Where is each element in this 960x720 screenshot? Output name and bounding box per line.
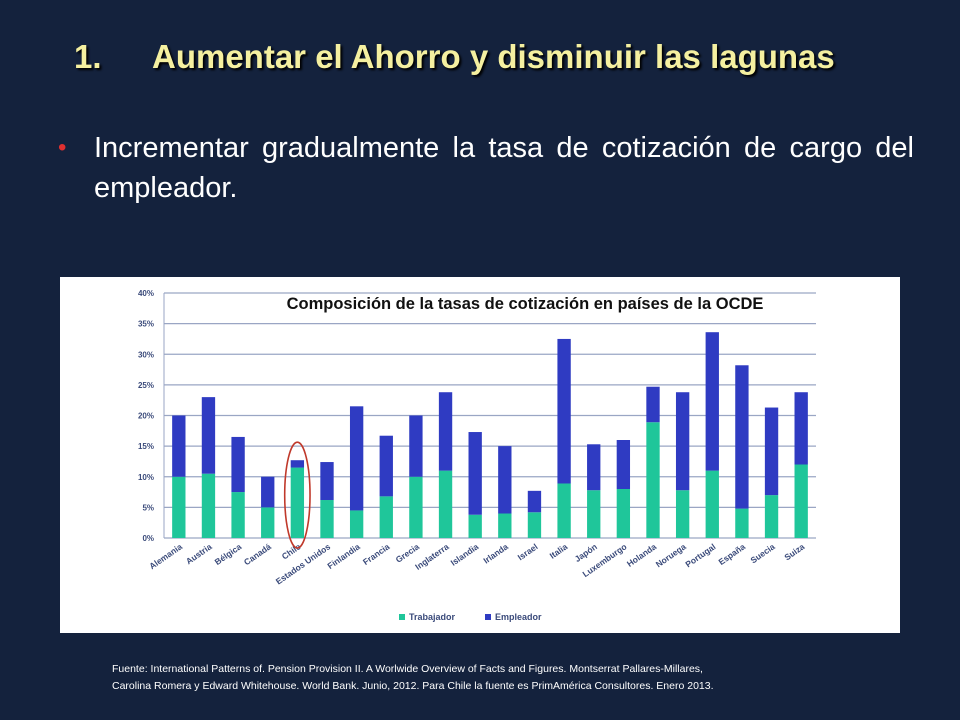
bar-trabajador-suiza [794,464,808,538]
y-tick-label: 40% [138,289,154,298]
y-tick-label: 20% [138,412,154,421]
title-number: 1. [74,38,102,75]
source-footer: Fuente: International Patterns of. Pensi… [112,661,912,695]
highlight-circle [283,441,311,549]
y-tick-label: 5% [142,503,154,512]
bar-empleador-canadá [261,476,275,508]
bar-empleador-finlandia [349,406,364,511]
x-tick-label: Noruega [654,541,688,569]
x-tick-label: Alemania [147,541,184,571]
bar-trabajador-bélgica [231,492,245,538]
x-tick-label: Francia [361,541,392,567]
bar-trabajador-alemania [172,476,186,538]
bar-empleador-japón [587,444,601,491]
y-tick-label: 35% [138,320,154,329]
bar-trabajador-israel [527,512,542,538]
bar-trabajador-finlandia [349,510,364,538]
bar-empleador-estados-unidos [320,462,334,501]
x-tick-label: Austria [184,541,214,566]
bar-empleador-austria [201,397,216,474]
bar-empleador-luxemburgo [616,440,631,489]
bar-trabajador-austria [201,473,216,538]
bar-empleador-israel [527,490,542,513]
x-tick-label: Finlandia [325,541,362,571]
bar-empleador-islandia [468,432,482,515]
x-tick-label: Estados Unidos [274,541,333,586]
x-tick-label: Suiza [782,541,806,562]
bar-empleador-holanda [646,386,660,423]
bar-trabajador-estados-unidos [320,500,334,538]
x-tick-label: Irlanda [481,541,510,565]
stacked-bar-chart: 0% 5% 10% 15% 20% 25% 30% 35% 40% Alemania Austria… [138,289,816,622]
footer-line-1: Fuente: International Patterns of. Pensi… [112,663,703,675]
bullet-dot-icon: • [58,134,67,161]
x-tick-label: Canadá [242,541,273,567]
bar-trabajador-suecia [764,495,779,538]
bar-empleador-irlanda [498,446,512,514]
bar-empleador-chile [290,460,305,468]
bar-empleador-alemania [172,415,186,477]
y-tick-label: 15% [138,442,154,451]
bar-empleador-suiza [794,392,808,465]
x-tick-label: Holanda [625,541,658,569]
x-tick-label: España [717,541,748,567]
bar-empleador-inglaterra [438,392,453,471]
slide-title: 1. Aumentar el Ahorro y disminuir las lag… [74,38,944,76]
bar-empleador-suecia [764,407,779,496]
bar-empleador-portugal [705,332,719,471]
y-tick-label: 25% [138,381,154,390]
bar-trabajador-grecia [409,476,423,538]
chart-panel: 0% 5% 10% 15% 20% 25% 30% 35% 40% Alemania Austria… [60,277,900,633]
x-tick-label: Chile [280,541,303,561]
bar-trabajador-inglaterra [438,470,453,538]
legend-swatch-trabajador [399,614,405,620]
x-tick-label: Israel [516,541,540,562]
bar-trabajador-luxemburgo [616,489,631,538]
bar-trabajador-francia [379,496,393,538]
legend-swatch-empleador [485,614,491,620]
legend-label-trabajador: Trabajador [409,612,456,622]
bar-trabajador-chile [290,467,305,538]
title-text: Aumentar el Ahorro y disminuir las lagun… [152,38,835,75]
bar-trabajador-japón [587,490,601,538]
y-tick-label: 10% [138,473,154,482]
bar-empleador-francia [379,435,393,497]
legend-label-empleador: Empleador [495,612,542,622]
x-tick-label: Islandia [449,541,481,568]
bar-empleador-españa [735,365,749,509]
x-tick-label: Suecia [749,541,777,565]
bar-empleador-bélgica [231,436,245,493]
footer-line-2: Carolina Romera y Edward Whitehouse. Wor… [112,680,714,692]
bullet-point: • Incrementar gradualmente la tasa de co… [58,128,914,208]
x-tick-label: Inglaterra [413,541,451,572]
bar-empleador-noruega [675,392,690,491]
bar-trabajador-españa [735,508,749,538]
bar-empleador-grecia [409,415,423,477]
bullet-text: Incrementar gradualmente la tasa de coti… [94,132,914,204]
x-tick-label: Portugal [683,541,717,569]
bar-trabajador-portugal [705,470,719,538]
bar-trabajador-islandia [468,514,482,538]
chart-title: Composición de la tasas de cotización en… [287,295,764,313]
bar-trabajador-noruega [675,490,690,538]
y-tick-label: 0% [142,534,154,543]
bar-empleador-italia [557,338,571,484]
bar-trabajador-italia [557,483,571,538]
x-tick-label: Italia [548,541,570,560]
y-tick-label: 30% [138,350,154,359]
bar-trabajador-canadá [261,507,275,538]
bar-trabajador-irlanda [498,513,512,538]
bar-trabajador-holanda [646,422,660,538]
x-tick-label: Bélgica [213,541,244,567]
